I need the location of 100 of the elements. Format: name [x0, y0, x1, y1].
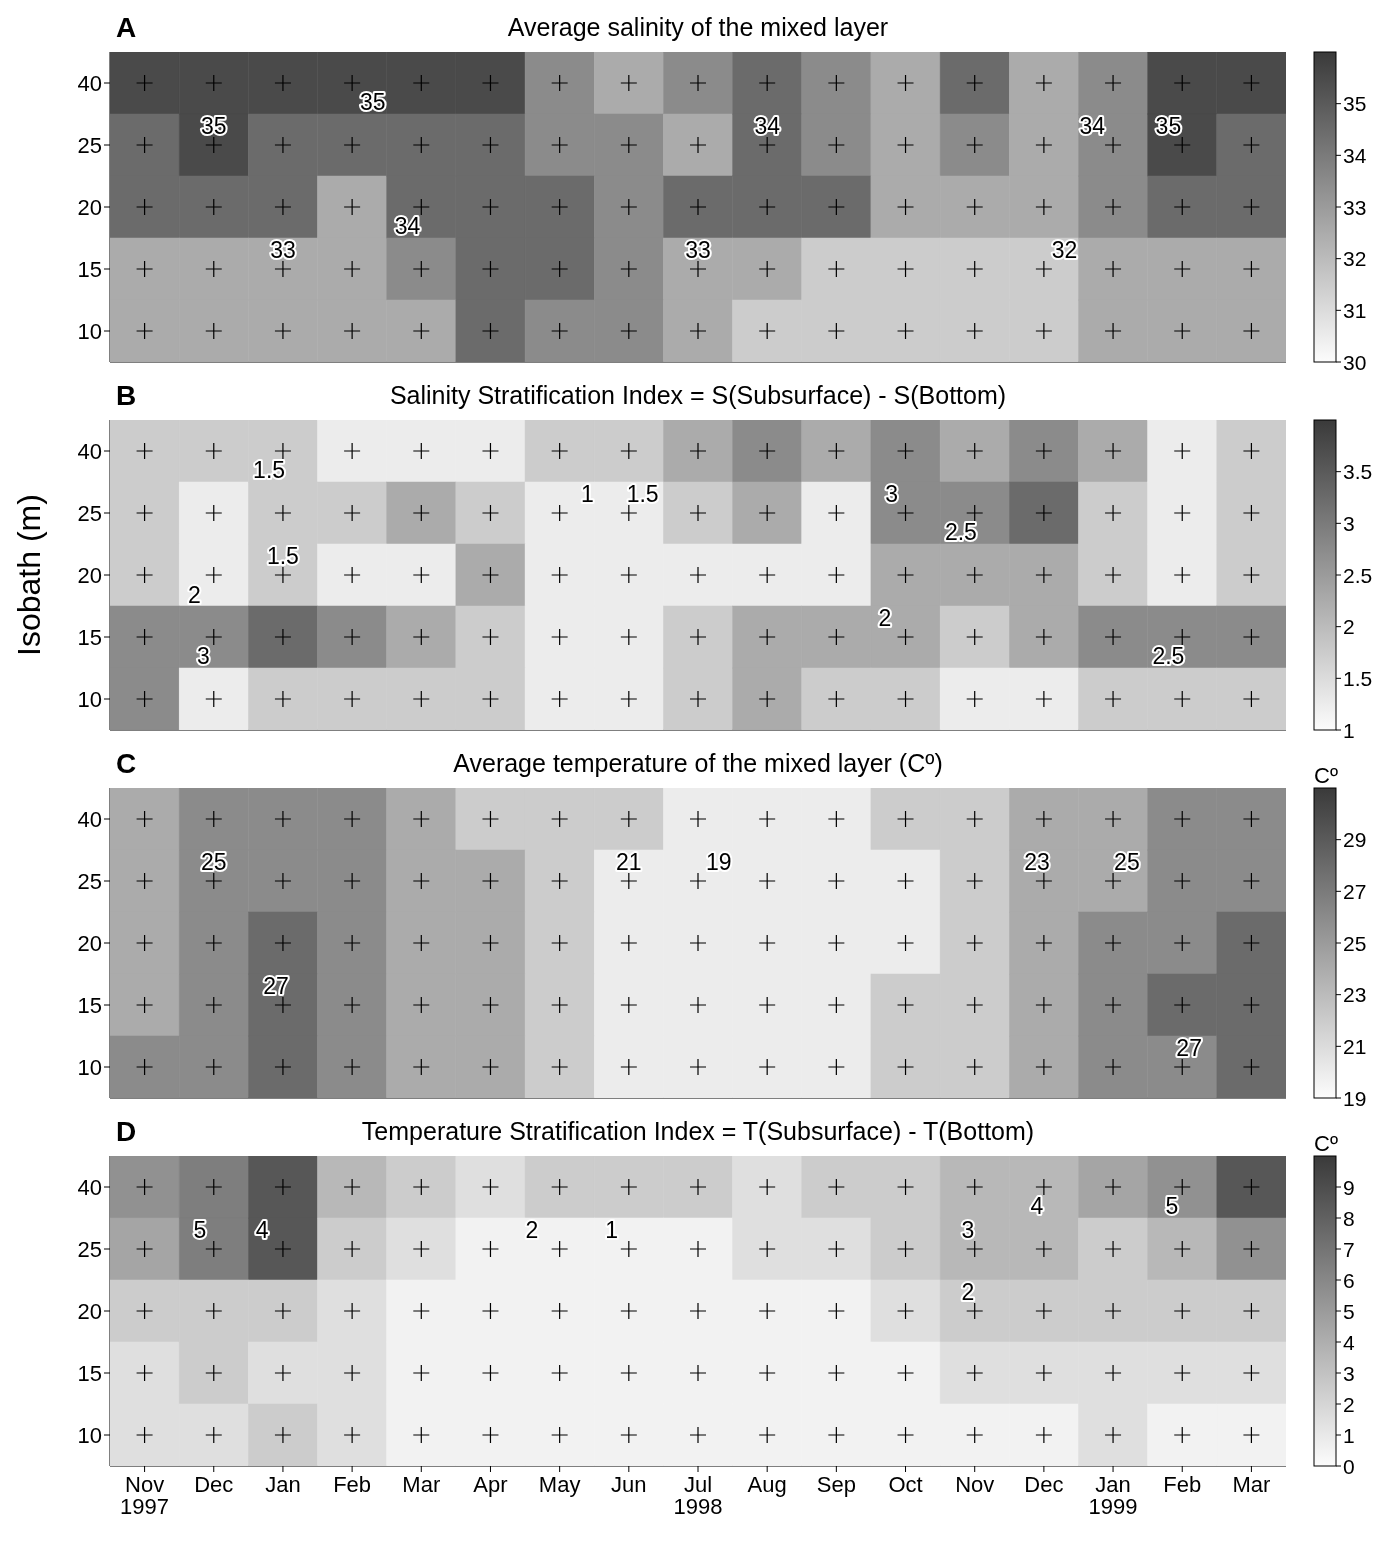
- color-bar-label: 3.5: [1343, 460, 1373, 484]
- y-tick-label: 20: [77, 194, 102, 220]
- annotation: 35: [200, 113, 227, 140]
- annotation: 34: [1079, 113, 1106, 140]
- color-bar-label: 21: [1343, 1034, 1367, 1058]
- y-tick-label: 25: [77, 1236, 102, 1262]
- chart-title: Salinity Stratification Index = S(Subsurface) - S(Bottom): [389, 381, 1007, 409]
- x-tick-label: Jun: [611, 1472, 647, 1497]
- y-tick-label: 15: [77, 624, 102, 650]
- annotation: 2: [525, 1217, 539, 1244]
- x-tick-label: May: [538, 1472, 581, 1497]
- color-bar-label: 29: [1343, 828, 1367, 852]
- color-bar-label: 7: [1343, 1237, 1355, 1261]
- y-tick-label: 15: [77, 1360, 102, 1386]
- color-bar-label: 0: [1343, 1454, 1355, 1478]
- y-tick-label: 10: [77, 318, 102, 344]
- annotation: 19: [705, 849, 732, 876]
- y-tick-label: 15: [77, 992, 102, 1018]
- color-bar-label: 2.5: [1343, 563, 1373, 587]
- annotation: 1.5: [626, 481, 659, 508]
- annotation: 3: [885, 481, 899, 508]
- annotation: 1.5: [253, 456, 286, 483]
- color-bar-title: Cº: [1314, 763, 1338, 788]
- annotation: 4: [1030, 1192, 1044, 1219]
- annotation: 5: [193, 1217, 207, 1244]
- color-bar-label: 3: [1343, 1361, 1355, 1385]
- annotation: 34: [754, 113, 781, 140]
- text: D: [116, 1116, 137, 1148]
- y-tick-label: 25: [77, 132, 102, 158]
- y-tick-label: 40: [77, 1174, 102, 1200]
- annotation: 21: [616, 849, 642, 876]
- color-bar-label: 25: [1343, 931, 1367, 955]
- color-bar-title: Cº: [1314, 1131, 1338, 1156]
- annotation: 2: [961, 1279, 975, 1306]
- color-bar-label: 1: [1343, 718, 1355, 742]
- y-tick-label: 25: [77, 868, 102, 894]
- x-tick-label: Mar: [402, 1472, 441, 1497]
- text: C: [116, 748, 137, 780]
- annotation: 2: [878, 605, 892, 632]
- x-tick-label: Dec: [194, 1472, 234, 1497]
- color-bar-label: 32: [1343, 247, 1367, 271]
- annotation: 1: [580, 481, 594, 508]
- annotation: 27: [1176, 1035, 1202, 1062]
- x-tick-label: Jan: [265, 1472, 301, 1497]
- annotation: 4: [255, 1217, 269, 1244]
- color-bar-label: 5: [1343, 1299, 1355, 1323]
- y-tick-label: 20: [77, 930, 102, 956]
- y-tick-label: 10: [77, 686, 102, 712]
- annotation: 1.5: [266, 543, 299, 570]
- y-tick-label: 40: [77, 70, 102, 96]
- x-tick-label: Jul 1998: [673, 1472, 723, 1519]
- annotation: 1: [605, 1217, 618, 1244]
- color-bar-label: 30: [1343, 350, 1367, 374]
- y-tick-label: 15: [77, 256, 102, 282]
- annotation: 2: [188, 581, 201, 608]
- color-bar-label: 2: [1343, 615, 1355, 639]
- annotation: 33: [685, 237, 711, 264]
- y-tick-label: 20: [77, 1298, 102, 1324]
- annotation: 35: [360, 88, 386, 115]
- annotation: 33: [270, 237, 296, 264]
- annotation: 3: [961, 1217, 975, 1244]
- annotation: 25: [200, 849, 227, 876]
- color-bar-label: 1.5: [1343, 666, 1373, 690]
- chart-title: Temperature Stratification Index = T(Subsurface) - T(Bottom): [361, 1117, 1035, 1145]
- x-tick-label: Dec: [1024, 1472, 1064, 1497]
- x-tick-label: Jan 1999: [1088, 1472, 1138, 1519]
- annotation: 25: [1114, 849, 1140, 876]
- color-bar-label: 8: [1343, 1206, 1355, 1230]
- y-tick-label: 10: [77, 1054, 102, 1080]
- x-tick-label: Nov 1997: [120, 1472, 170, 1519]
- y-axis-title: Isobath (m): [11, 494, 47, 656]
- color-bar-label: 33: [1343, 195, 1367, 219]
- chart-title: Average temperature of the mixed layer (Cº): [453, 749, 943, 777]
- color-bar-label: 4: [1343, 1330, 1355, 1354]
- color-bar-label: 6: [1343, 1268, 1355, 1292]
- color-bar-label: 35: [1343, 92, 1367, 116]
- chart-title: Average salinity of the mixed layer: [507, 13, 889, 41]
- annotation: 32: [1051, 237, 1078, 264]
- x-tick-label: Sep: [816, 1472, 856, 1497]
- x-tick-label: Aug: [747, 1472, 787, 1497]
- text: A: [116, 12, 137, 44]
- y-tick-label: 10: [77, 1422, 102, 1448]
- color-bar-label: 9: [1343, 1175, 1355, 1199]
- color-bar-label: 31: [1343, 298, 1367, 322]
- x-tick-label: Oct: [888, 1472, 923, 1497]
- color-bar-label: 27: [1343, 879, 1367, 903]
- color-bar-label: 23: [1343, 983, 1367, 1007]
- annotation: 2.5: [1152, 642, 1185, 669]
- color-bar-label: 34: [1343, 143, 1367, 167]
- x-tick-label: Mar: [1232, 1472, 1271, 1497]
- annotation: 35: [1155, 113, 1182, 140]
- y-tick-label: 40: [77, 806, 102, 832]
- annotation: 34: [394, 212, 421, 239]
- annotation: 3: [196, 642, 210, 669]
- x-tick-label: Nov: [955, 1472, 995, 1497]
- x-tick-label: Feb: [333, 1472, 372, 1497]
- color-bar-label: 19: [1343, 1086, 1367, 1110]
- x-tick-label: Feb: [1163, 1472, 1202, 1497]
- annotation: 5: [1165, 1192, 1179, 1219]
- annotation: 23: [1024, 849, 1050, 876]
